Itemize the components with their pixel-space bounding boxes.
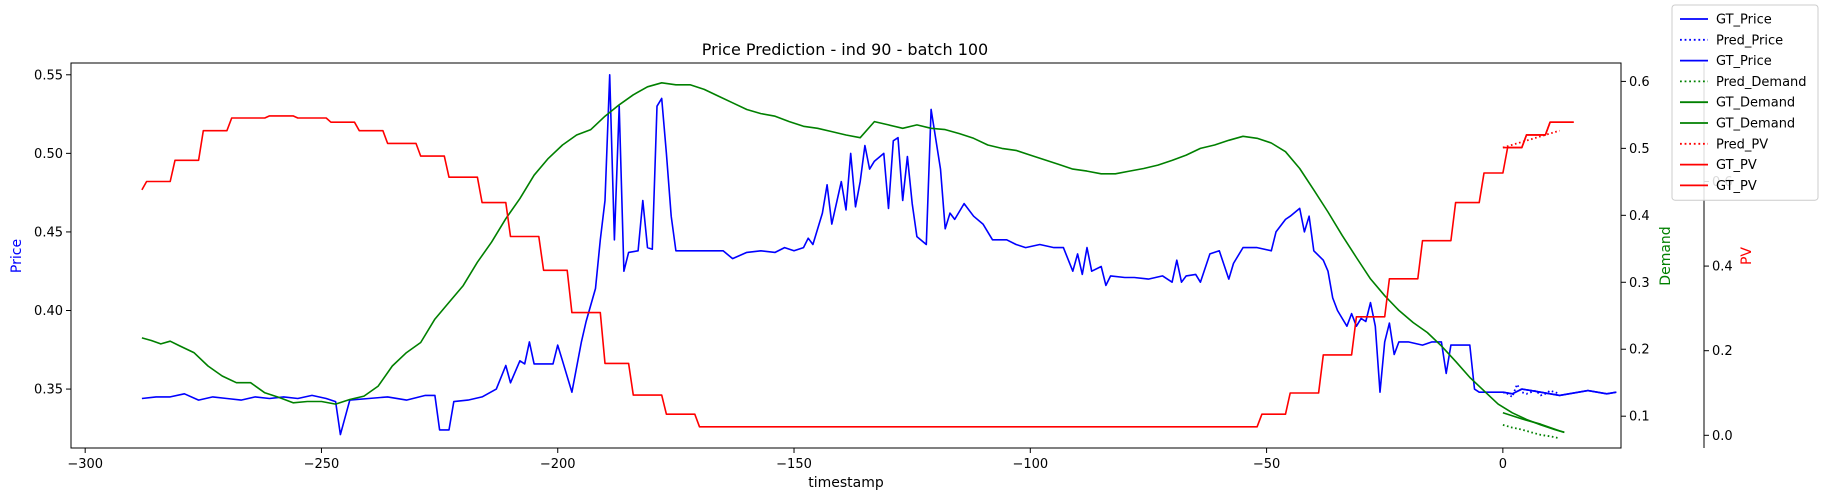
x-axis-label: timestamp — [808, 475, 884, 491]
series-line-gt-pv-8 — [1502, 121, 1574, 149]
legend-entry-label: GT_Demand — [1716, 96, 1795, 111]
price-tick-label: 0.55 — [34, 68, 63, 83]
x-tick-label: −200 — [540, 457, 576, 472]
legend-entry-label: GT_Demand — [1716, 117, 1795, 132]
demand-tick-label: 0.4 — [1629, 209, 1650, 224]
demand-tick-label: 0.5 — [1629, 142, 1650, 157]
series-line-gt-demand-5 — [1502, 412, 1565, 434]
legend-entry-label: GT_PV — [1716, 179, 1757, 194]
series-line-pred-demand-3 — [1502, 424, 1560, 440]
series-layer — [141, 74, 1617, 440]
pv-axis-label: PV — [1739, 247, 1755, 265]
price-tick-label: 0.35 — [34, 383, 63, 398]
series-line-pred-price-1 — [1502, 383, 1560, 398]
series-line-gt-demand-4 — [141, 82, 1565, 434]
demand-axis: 0.1 0.2 0.3 0.4 0.5 0.6 — [1621, 75, 1650, 425]
price-tick-label: 0.45 — [34, 225, 63, 240]
legend-entry-label: GT_PV — [1716, 158, 1757, 173]
x-tick-label: −300 — [67, 457, 103, 472]
legend-entry-label: Pred_Demand — [1716, 75, 1807, 90]
price-axis-label: Price — [9, 239, 25, 273]
x-tick-label: −250 — [304, 457, 340, 472]
legend-entry-label: Pred_PV — [1716, 137, 1768, 152]
x-tick-label: −100 — [1012, 457, 1048, 472]
chart-title: Price Prediction - ind 90 - batch 100 — [702, 40, 988, 59]
legend-entry-label: Pred_Price — [1716, 33, 1783, 48]
price-axis: 0.35 0.40 0.45 0.50 0.55 — [34, 68, 71, 398]
legend-box — [1671, 4, 1819, 201]
pv-tick-label: 0.4 — [1712, 260, 1733, 275]
x-tick-label: −150 — [776, 457, 812, 472]
x-tick-label: 0 — [1499, 457, 1507, 472]
demand-axis-label: Demand — [1658, 226, 1674, 285]
demand-tick-label: 0.2 — [1629, 343, 1650, 358]
demand-tick-label: 0.3 — [1629, 276, 1650, 291]
x-tick-label: −50 — [1253, 457, 1280, 472]
demand-tick-label: 0.1 — [1629, 410, 1650, 425]
plot-frame — [70, 62, 1622, 449]
price-tick-label: 0.40 — [34, 304, 63, 319]
pv-tick-label: 0.0 — [1712, 429, 1733, 444]
legend: GT_Price Pred_Price GT_Price Pred_Demand GT_… — [1671, 4, 1819, 201]
demand-tick-label: 0.6 — [1629, 75, 1650, 90]
pv-tick-label: 0.2 — [1712, 344, 1733, 359]
series-line-pred-pv-6 — [1502, 129, 1560, 149]
x-axis: −300 −250 −200 −150 −100 −50 0 — [67, 448, 1507, 472]
series-line-gt-price-2 — [1502, 388, 1617, 397]
legend-entry-label: GT_Price — [1716, 54, 1772, 69]
series-line-gt-price-0 — [141, 74, 1617, 436]
legend-entry-label: GT_Price — [1716, 13, 1772, 28]
price-tick-label: 0.50 — [34, 147, 63, 162]
series-line-gt-pv-7 — [141, 115, 1574, 428]
